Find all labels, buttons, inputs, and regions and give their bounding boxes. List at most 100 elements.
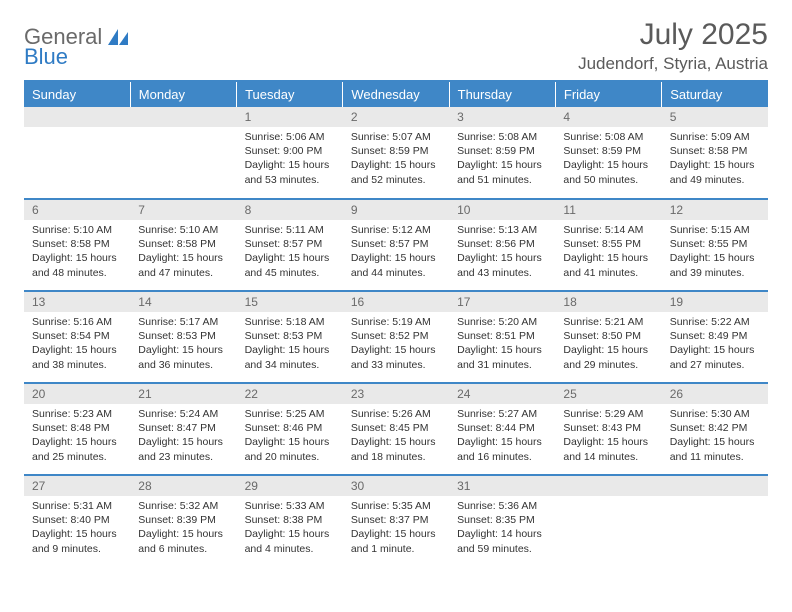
sunset-line: Sunset: 8:58 PM bbox=[138, 237, 228, 251]
sunrise-line: Sunrise: 5:13 AM bbox=[457, 223, 547, 237]
calendar-cell: 20Sunrise: 5:23 AMSunset: 8:48 PMDayligh… bbox=[24, 383, 130, 475]
sunrise-line: Sunrise: 5:27 AM bbox=[457, 407, 547, 421]
sunrise-line: Sunrise: 5:09 AM bbox=[670, 130, 760, 144]
daylight-line: Daylight: 15 hours and 50 minutes. bbox=[563, 158, 653, 186]
sunset-line: Sunset: 8:37 PM bbox=[351, 513, 441, 527]
daylight-line: Daylight: 15 hours and 51 minutes. bbox=[457, 158, 547, 186]
calendar-cell: 11Sunrise: 5:14 AMSunset: 8:55 PMDayligh… bbox=[555, 199, 661, 291]
daylight-line: Daylight: 15 hours and 31 minutes. bbox=[457, 343, 547, 371]
day-body: Sunrise: 5:17 AMSunset: 8:53 PMDaylight:… bbox=[130, 312, 236, 378]
calendar-week-row: 27Sunrise: 5:31 AMSunset: 8:40 PMDayligh… bbox=[24, 475, 768, 567]
sunset-line: Sunset: 8:58 PM bbox=[670, 144, 760, 158]
daylight-line: Daylight: 15 hours and 41 minutes. bbox=[563, 251, 653, 279]
day-number: 23 bbox=[343, 384, 449, 404]
sunset-line: Sunset: 9:00 PM bbox=[245, 144, 335, 158]
day-body: Sunrise: 5:13 AMSunset: 8:56 PMDaylight:… bbox=[449, 220, 555, 286]
sunset-line: Sunset: 8:58 PM bbox=[32, 237, 122, 251]
day-body: Sunrise: 5:36 AMSunset: 8:35 PMDaylight:… bbox=[449, 496, 555, 562]
day-number: 4 bbox=[555, 107, 661, 127]
calendar-cell: 9Sunrise: 5:12 AMSunset: 8:57 PMDaylight… bbox=[343, 199, 449, 291]
day-body: Sunrise: 5:16 AMSunset: 8:54 PMDaylight:… bbox=[24, 312, 130, 378]
sunset-line: Sunset: 8:57 PM bbox=[245, 237, 335, 251]
sunset-line: Sunset: 8:59 PM bbox=[351, 144, 441, 158]
day-number: 10 bbox=[449, 200, 555, 220]
sunset-line: Sunset: 8:46 PM bbox=[245, 421, 335, 435]
sunset-line: Sunset: 8:54 PM bbox=[32, 329, 122, 343]
day-number: 28 bbox=[130, 476, 236, 496]
day-body: Sunrise: 5:25 AMSunset: 8:46 PMDaylight:… bbox=[237, 404, 343, 470]
day-number: 30 bbox=[343, 476, 449, 496]
day-body: Sunrise: 5:10 AMSunset: 8:58 PMDaylight:… bbox=[130, 220, 236, 286]
daylight-line: Daylight: 15 hours and 53 minutes. bbox=[245, 158, 335, 186]
day-number: 29 bbox=[237, 476, 343, 496]
sunset-line: Sunset: 8:55 PM bbox=[563, 237, 653, 251]
day-body: Sunrise: 5:24 AMSunset: 8:47 PMDaylight:… bbox=[130, 404, 236, 470]
sunrise-line: Sunrise: 5:36 AM bbox=[457, 499, 547, 513]
daylight-line: Daylight: 15 hours and 45 minutes. bbox=[245, 251, 335, 279]
calendar-cell: 6Sunrise: 5:10 AMSunset: 8:58 PMDaylight… bbox=[24, 199, 130, 291]
location: Judendorf, Styria, Austria bbox=[578, 54, 768, 74]
day-number: 9 bbox=[343, 200, 449, 220]
day-body: Sunrise: 5:19 AMSunset: 8:52 PMDaylight:… bbox=[343, 312, 449, 378]
sunset-line: Sunset: 8:42 PM bbox=[670, 421, 760, 435]
calendar-cell: 15Sunrise: 5:18 AMSunset: 8:53 PMDayligh… bbox=[237, 291, 343, 383]
calendar-cell bbox=[130, 107, 236, 199]
sunset-line: Sunset: 8:39 PM bbox=[138, 513, 228, 527]
day-number: 15 bbox=[237, 292, 343, 312]
calendar-week-row: 20Sunrise: 5:23 AMSunset: 8:48 PMDayligh… bbox=[24, 383, 768, 475]
day-body: Sunrise: 5:08 AMSunset: 8:59 PMDaylight:… bbox=[449, 127, 555, 193]
calendar-cell: 19Sunrise: 5:22 AMSunset: 8:49 PMDayligh… bbox=[662, 291, 768, 383]
daylight-line: Daylight: 15 hours and 39 minutes. bbox=[670, 251, 760, 279]
calendar-cell: 13Sunrise: 5:16 AMSunset: 8:54 PMDayligh… bbox=[24, 291, 130, 383]
calendar-cell: 3Sunrise: 5:08 AMSunset: 8:59 PMDaylight… bbox=[449, 107, 555, 199]
sunrise-line: Sunrise: 5:08 AM bbox=[563, 130, 653, 144]
day-body: Sunrise: 5:15 AMSunset: 8:55 PMDaylight:… bbox=[662, 220, 768, 286]
sunrise-line: Sunrise: 5:30 AM bbox=[670, 407, 760, 421]
day-header: Monday bbox=[130, 82, 236, 107]
sunset-line: Sunset: 8:59 PM bbox=[457, 144, 547, 158]
day-number: 14 bbox=[130, 292, 236, 312]
sunset-line: Sunset: 8:35 PM bbox=[457, 513, 547, 527]
sunset-line: Sunset: 8:53 PM bbox=[138, 329, 228, 343]
daylight-line: Daylight: 15 hours and 27 minutes. bbox=[670, 343, 760, 371]
day-number: 18 bbox=[555, 292, 661, 312]
calendar-cell: 14Sunrise: 5:17 AMSunset: 8:53 PMDayligh… bbox=[130, 291, 236, 383]
calendar-cell: 24Sunrise: 5:27 AMSunset: 8:44 PMDayligh… bbox=[449, 383, 555, 475]
sunset-line: Sunset: 8:53 PM bbox=[245, 329, 335, 343]
daylight-line: Daylight: 15 hours and 23 minutes. bbox=[138, 435, 228, 463]
day-body: Sunrise: 5:18 AMSunset: 8:53 PMDaylight:… bbox=[237, 312, 343, 378]
sunrise-line: Sunrise: 5:06 AM bbox=[245, 130, 335, 144]
sunset-line: Sunset: 8:51 PM bbox=[457, 329, 547, 343]
calendar-cell: 16Sunrise: 5:19 AMSunset: 8:52 PMDayligh… bbox=[343, 291, 449, 383]
daylight-line: Daylight: 15 hours and 33 minutes. bbox=[351, 343, 441, 371]
daylight-line: Daylight: 15 hours and 38 minutes. bbox=[32, 343, 122, 371]
sunrise-line: Sunrise: 5:21 AM bbox=[563, 315, 653, 329]
day-number: 17 bbox=[449, 292, 555, 312]
day-body: Sunrise: 5:12 AMSunset: 8:57 PMDaylight:… bbox=[343, 220, 449, 286]
day-number: 3 bbox=[449, 107, 555, 127]
sunrise-line: Sunrise: 5:19 AM bbox=[351, 315, 441, 329]
sunrise-line: Sunrise: 5:08 AM bbox=[457, 130, 547, 144]
day-number: 16 bbox=[343, 292, 449, 312]
day-number: 5 bbox=[662, 107, 768, 127]
calendar-week-row: 6Sunrise: 5:10 AMSunset: 8:58 PMDaylight… bbox=[24, 199, 768, 291]
day-header: Friday bbox=[555, 82, 661, 107]
calendar-cell: 29Sunrise: 5:33 AMSunset: 8:38 PMDayligh… bbox=[237, 475, 343, 567]
sunrise-line: Sunrise: 5:35 AM bbox=[351, 499, 441, 513]
day-number: 31 bbox=[449, 476, 555, 496]
day-number: 6 bbox=[24, 200, 130, 220]
day-number: 21 bbox=[130, 384, 236, 404]
daylight-line: Daylight: 15 hours and 14 minutes. bbox=[563, 435, 653, 463]
calendar-body: 1Sunrise: 5:06 AMSunset: 9:00 PMDaylight… bbox=[24, 107, 768, 567]
daylight-line: Daylight: 15 hours and 44 minutes. bbox=[351, 251, 441, 279]
day-number: 2 bbox=[343, 107, 449, 127]
sunrise-line: Sunrise: 5:15 AM bbox=[670, 223, 760, 237]
daylight-line: Daylight: 15 hours and 11 minutes. bbox=[670, 435, 760, 463]
daylight-line: Daylight: 15 hours and 43 minutes. bbox=[457, 251, 547, 279]
day-header: Saturday bbox=[662, 82, 768, 107]
calendar-cell: 10Sunrise: 5:13 AMSunset: 8:56 PMDayligh… bbox=[449, 199, 555, 291]
day-header: Wednesday bbox=[343, 82, 449, 107]
day-body: Sunrise: 5:06 AMSunset: 9:00 PMDaylight:… bbox=[237, 127, 343, 193]
empty-day-header bbox=[662, 476, 768, 496]
calendar-cell bbox=[662, 475, 768, 567]
